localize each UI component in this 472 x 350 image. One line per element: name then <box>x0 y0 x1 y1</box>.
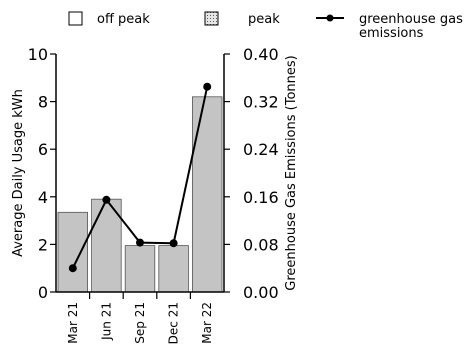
x-tick-label-3: Dec 21 <box>167 302 181 344</box>
emissions-point-4 <box>203 82 212 91</box>
y-tick-label-2: 4 <box>38 188 48 207</box>
x-tick-label-0: Mar 21 <box>66 302 80 344</box>
bar-off-peak-0 <box>57 211 89 293</box>
legend-label-emissions-line1: greenhouse gas <box>359 12 463 27</box>
x-tick-label-2: Sep 21 <box>133 302 147 344</box>
y2-tick-label-3: 0.24 <box>243 140 279 159</box>
y-tick-label-3: 6 <box>38 140 48 159</box>
y-tick-label-5: 10 <box>28 45 48 64</box>
legend-swatch-off-peak <box>68 11 83 26</box>
y2-axis-title: Greenhouse Gas Emissions (Tonnes) <box>284 55 299 290</box>
legend-label-peak: peak <box>248 12 280 27</box>
emissions-point-2 <box>136 238 144 247</box>
emissions-point-1 <box>102 195 111 204</box>
emissions-point-3 <box>169 239 178 248</box>
legend-label-emissions: greenhouse gas emissions <box>359 12 467 41</box>
x-tick-label-4: Mar 22 <box>200 302 214 344</box>
y-axis-title: Average Daily Usage kWh <box>11 89 26 257</box>
legend-label-emissions-line2: emissions <box>359 26 424 41</box>
emissions-point-0 <box>68 264 77 273</box>
x-tick-label-1: Jun 21 <box>99 302 113 341</box>
bar-off-peak-2 <box>124 245 156 293</box>
plot-area: 0 2 4 6 8 10 0.00 0.08 0.16 0.24 0.32 0.40 Mar 21 Jun… <box>28 45 279 344</box>
legend: off peak peak greenhouse gas emissions <box>68 11 467 41</box>
y-tick-label-0: 0 <box>38 283 48 302</box>
bar-off-peak-4 <box>191 96 223 293</box>
y2-tick-label-5: 0.40 <box>243 45 279 64</box>
y2-tick-label-4: 0.32 <box>243 93 279 112</box>
y2-tick-label-0: 0.00 <box>243 283 279 302</box>
y-tick-label-1: 2 <box>38 235 48 254</box>
legend-swatch-emissions-marker <box>326 14 334 22</box>
legend-swatch-peak <box>204 11 219 26</box>
y-tick-label-4: 8 <box>38 93 48 112</box>
legend-label-off-peak: off peak <box>97 12 150 27</box>
bar-off-peak-3 <box>158 245 189 293</box>
y2-tick-label-2: 0.16 <box>243 188 279 207</box>
y2-tick-label-1: 0.08 <box>243 235 279 254</box>
